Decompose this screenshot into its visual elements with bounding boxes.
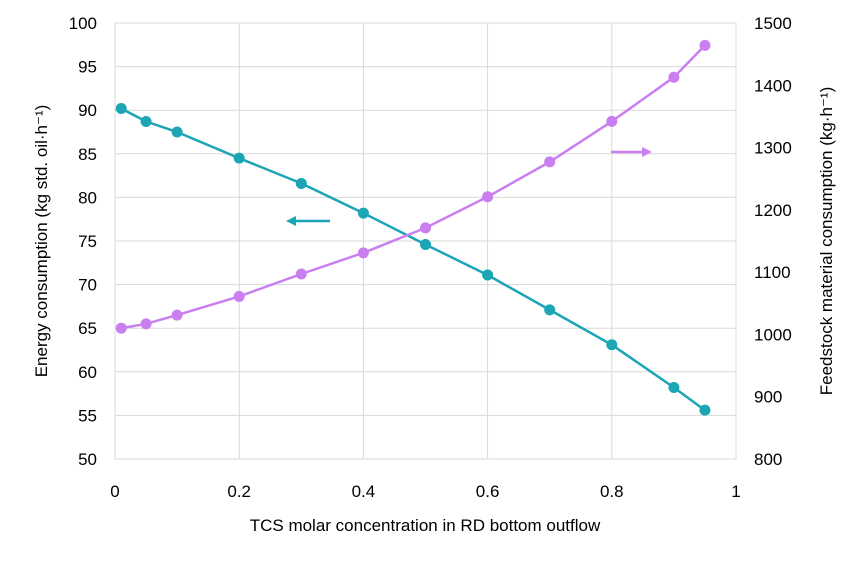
data-point [699, 404, 711, 416]
x-tick-label: 0.2 [227, 482, 251, 501]
x-tick-label: 0.8 [600, 482, 624, 501]
data-point [357, 247, 369, 259]
y-tick-label: 50 [78, 450, 97, 469]
data-point [115, 102, 127, 114]
x-tick-label: 0.4 [352, 482, 376, 501]
y-tick-label: 65 [78, 319, 97, 338]
data-point [233, 152, 245, 164]
right-axis-arrow [611, 147, 652, 157]
y-tick-label: 75 [78, 232, 97, 251]
y-tick-label: 85 [78, 145, 97, 164]
y-tick-label: 100 [69, 14, 97, 33]
data-point [140, 318, 152, 330]
y-tick-label: 70 [78, 276, 97, 295]
data-point [295, 268, 307, 280]
x-tick-label: 0.6 [476, 482, 500, 501]
y-tick-label: 80 [78, 188, 97, 207]
y-tick-label: 95 [78, 58, 97, 77]
y2-tick-label: 900 [754, 388, 782, 407]
data-point [233, 290, 245, 302]
data-point [482, 191, 494, 203]
plot-frame [114, 22, 737, 460]
axes [114, 22, 737, 460]
data-point [606, 339, 618, 351]
data-point [544, 156, 556, 168]
data-point [544, 304, 556, 316]
feedstock-series [115, 39, 711, 334]
data-point [115, 322, 127, 334]
y2-tick-label: 1500 [754, 14, 792, 33]
data-point [171, 126, 183, 138]
y2-tick-label: 1200 [754, 201, 792, 220]
y2-tick-label: 1000 [754, 325, 792, 344]
data-point [140, 116, 152, 128]
series-layer [115, 39, 711, 416]
data-point [295, 177, 307, 189]
y2-tick-label: 1400 [754, 76, 792, 95]
data-point [420, 222, 431, 234]
y2-tick-label: 1300 [754, 139, 792, 158]
data-point [482, 269, 494, 281]
y-axis-title: Energy consumption (kg std. oil·h⁻¹) [32, 105, 51, 378]
left-axis-arrow [286, 216, 330, 226]
annotations [286, 147, 652, 226]
data-point [171, 309, 183, 321]
data-point [699, 39, 711, 51]
data-point [357, 207, 369, 219]
y2-axis-title: Feedstock material consumption (kg·h⁻¹) [817, 87, 836, 395]
energy-series [115, 102, 711, 416]
data-point [668, 381, 680, 393]
x-axis-title: TCS molar concentration in RD bottom out… [250, 516, 601, 535]
y-tick-label: 90 [78, 101, 97, 120]
arrow-head [286, 216, 296, 226]
data-point [420, 238, 431, 250]
x-tick-label: 1 [731, 482, 740, 501]
arrow-head [642, 147, 652, 157]
gridlines [115, 23, 736, 459]
y-tick-label: 60 [78, 363, 97, 382]
y2-tick-label: 800 [754, 450, 782, 469]
data-point [668, 71, 680, 83]
y-tick-label: 55 [78, 406, 97, 425]
y2-tick-label: 1100 [754, 263, 791, 282]
data-point [606, 115, 618, 127]
x-tick-label: 0 [110, 482, 119, 501]
